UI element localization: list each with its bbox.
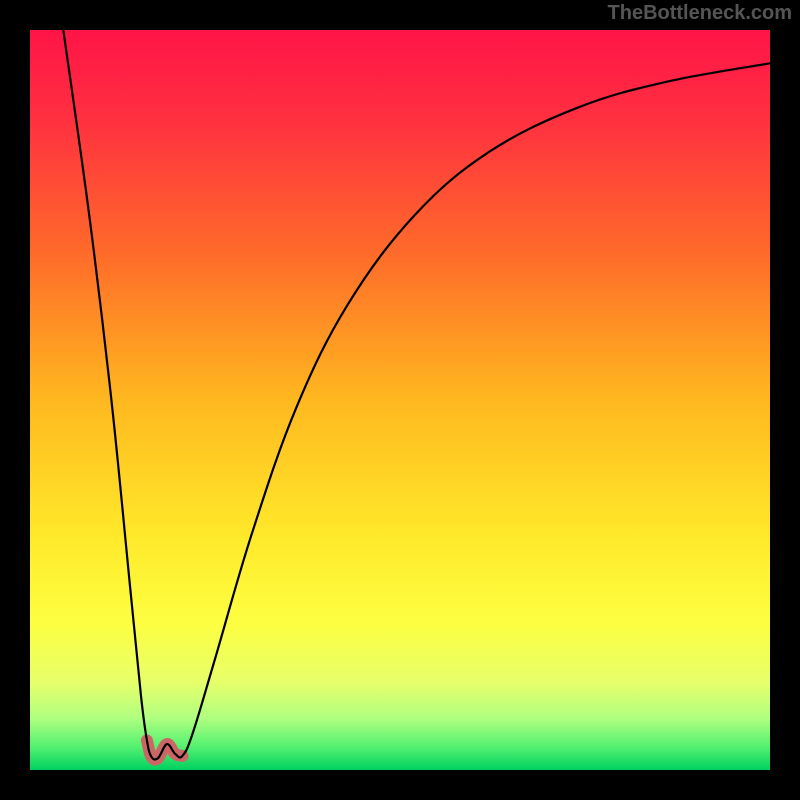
gradient-plot-area xyxy=(30,30,770,770)
chart-svg xyxy=(0,0,800,800)
watermark-label: TheBottleneck.com xyxy=(608,2,792,25)
bottleneck-chart: TheBottleneck.com xyxy=(0,0,800,800)
